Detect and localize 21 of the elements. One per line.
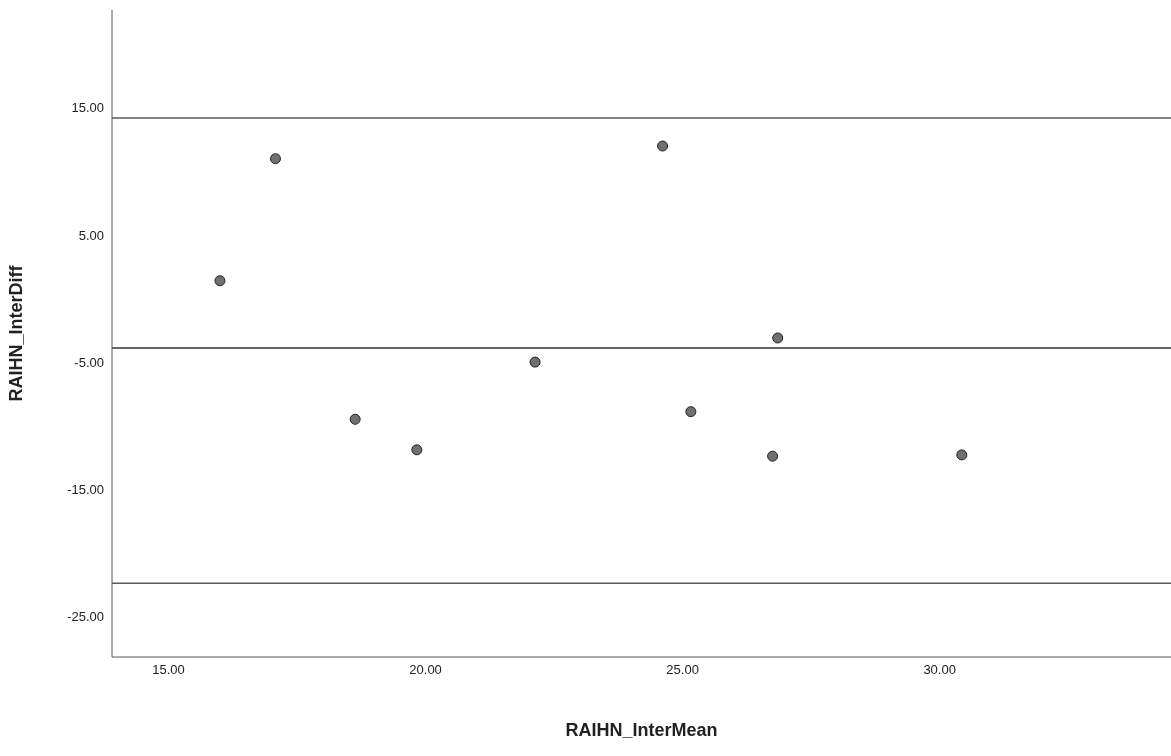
point — [411, 444, 423, 456]
y-tick-label: 15.00 — [71, 100, 104, 116]
x-tick-label: 25.00 — [666, 662, 699, 678]
x-tick-label: 15.00 — [152, 662, 185, 678]
point — [685, 406, 697, 418]
x-axis-title: RAIHN_InterMean — [565, 720, 718, 740]
point — [269, 153, 281, 165]
point — [214, 275, 226, 287]
point — [767, 450, 779, 462]
point — [349, 413, 361, 425]
point — [956, 449, 968, 461]
x-tick-label: 20.00 — [409, 662, 442, 678]
y-tick-label: 5.00 — [78, 227, 104, 243]
y-tick-label: -15.00 — [67, 481, 104, 497]
point — [772, 332, 784, 344]
y-tick-label: -5.00 — [74, 354, 104, 370]
x-tick-label: 30.00 — [923, 662, 956, 678]
y-axis-title: RAIHN_InterDiff — [6, 264, 27, 402]
point — [529, 356, 541, 368]
y-tick-label: -25.00 — [67, 608, 104, 624]
point — [657, 140, 669, 152]
